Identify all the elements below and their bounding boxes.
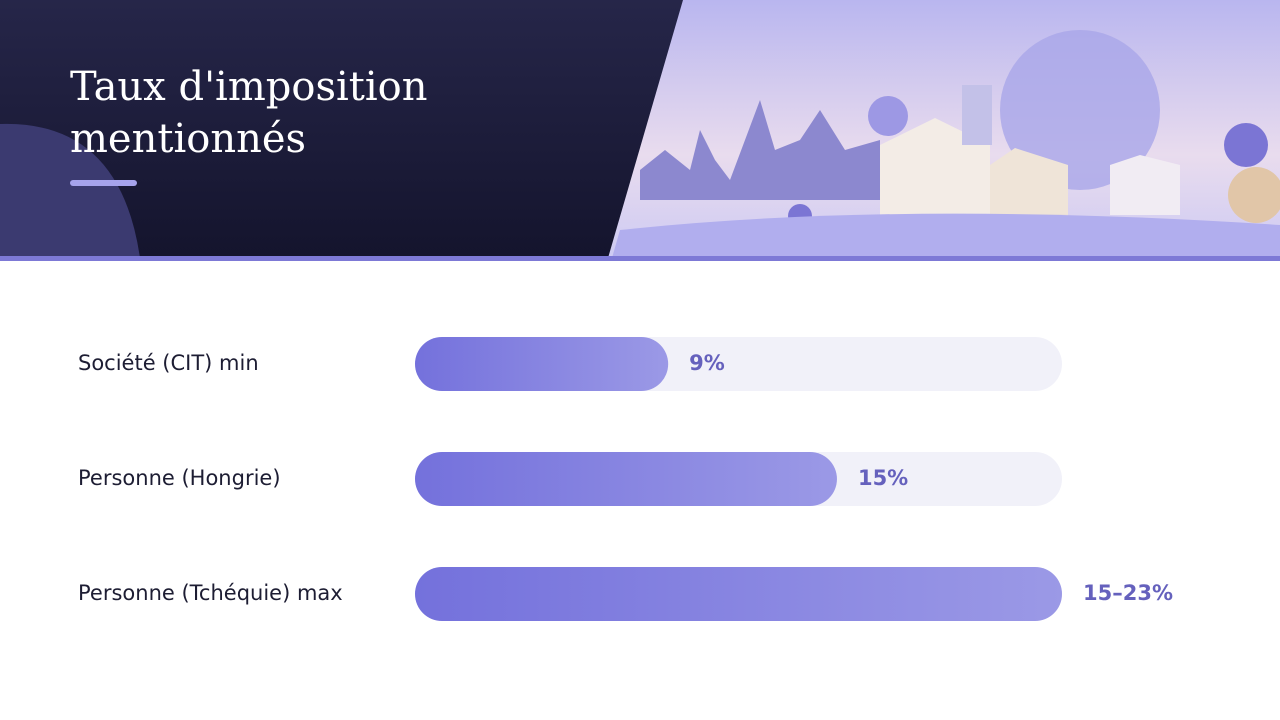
category-label: Société (CIT) min	[78, 351, 259, 375]
category-label: Personne (Tchéquie) max	[78, 581, 343, 605]
title: Taux d'imposition mentionnés	[70, 64, 428, 162]
house	[880, 118, 990, 230]
tower	[962, 85, 992, 145]
title-line: Taux d'imposition	[70, 64, 428, 110]
bar	[415, 452, 837, 506]
house	[990, 148, 1068, 230]
bar	[415, 337, 669, 391]
skyline	[640, 100, 880, 200]
title-line: mentionnés	[70, 116, 306, 162]
plot: Société (CIT) min 9% Personne (Hongrie) 15%…	[78, 337, 1173, 621]
header-rule	[0, 256, 1280, 261]
sphere	[868, 96, 908, 136]
house	[1110, 155, 1180, 215]
value-label: 9%	[689, 351, 725, 375]
bar	[415, 567, 1062, 621]
sphere	[1228, 167, 1280, 223]
value-label: 15%	[858, 466, 908, 490]
header-panel	[0, 0, 683, 258]
value-label: 15–23%	[1083, 581, 1173, 605]
decor-circle	[0, 123, 140, 258]
category-label: Personne (Hongrie)	[78, 466, 281, 490]
ground	[612, 213, 1280, 258]
title-accent	[70, 180, 137, 186]
header: Taux d'imposition mentionnés	[0, 0, 1280, 261]
globe	[1000, 30, 1160, 190]
sphere	[1224, 123, 1268, 167]
